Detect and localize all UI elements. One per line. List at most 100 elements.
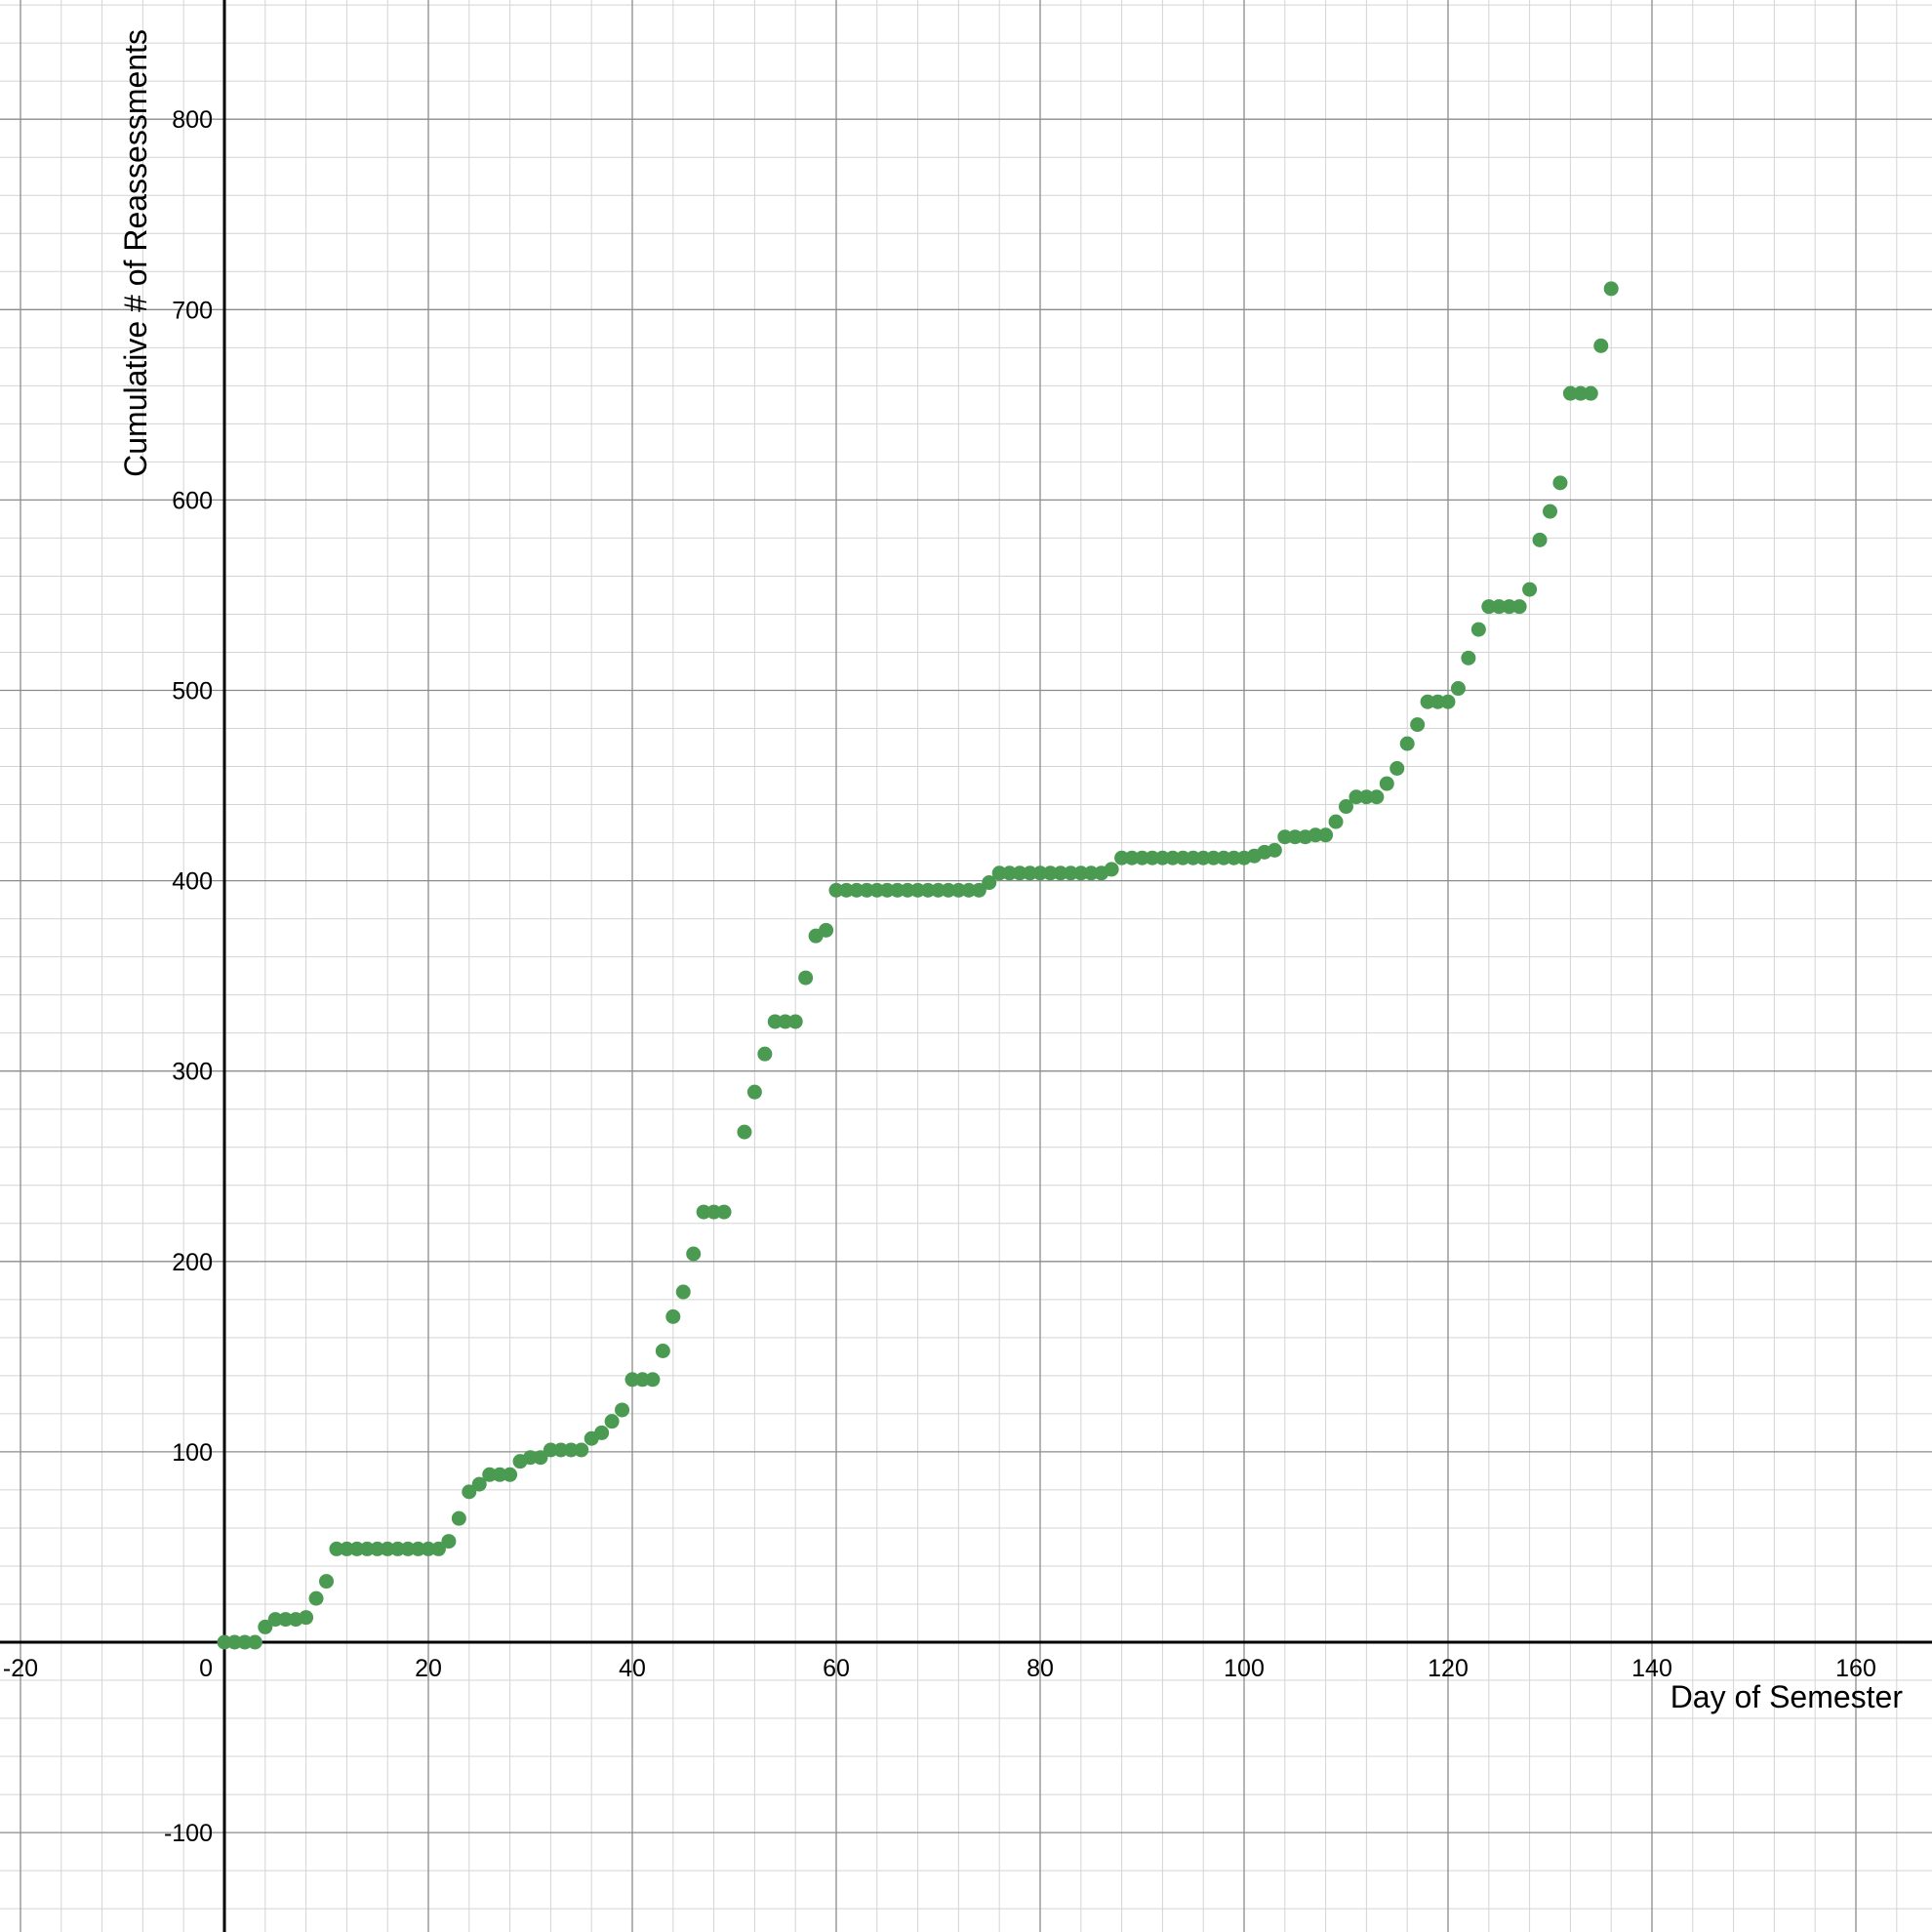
data-point xyxy=(503,1467,518,1482)
data-point xyxy=(828,882,844,898)
data-points xyxy=(217,281,1619,1650)
data-point xyxy=(267,1612,283,1628)
data-point xyxy=(1532,532,1548,547)
data-point xyxy=(1491,599,1507,615)
data-point xyxy=(1227,850,1242,865)
data-point xyxy=(675,1284,691,1300)
data-point xyxy=(910,882,926,898)
data-point xyxy=(757,1046,773,1062)
data-point xyxy=(1032,865,1048,881)
data-point xyxy=(1410,717,1426,733)
data-point xyxy=(247,1634,262,1650)
data-point xyxy=(604,1414,620,1429)
data-point xyxy=(787,1014,803,1029)
data-point xyxy=(1287,829,1303,845)
data-point xyxy=(349,1541,365,1556)
x-tick-label: 40 xyxy=(619,1655,646,1682)
data-point xyxy=(411,1541,426,1556)
y-tick-label: 200 xyxy=(172,1249,213,1276)
data-point xyxy=(319,1574,334,1590)
y-tick-label: 800 xyxy=(172,106,213,134)
data-point xyxy=(716,1204,732,1220)
x-tick-label: 80 xyxy=(1026,1655,1054,1682)
data-point xyxy=(1023,865,1038,881)
x-tick-label: 20 xyxy=(415,1655,442,1682)
data-point xyxy=(523,1450,538,1466)
data-point xyxy=(819,922,834,938)
data-point xyxy=(655,1343,670,1358)
tick-labels: -20 20 40 60 80 100 120 140 160 -100 100 200 300 400 5… xyxy=(3,106,1876,1847)
data-point xyxy=(1186,850,1201,865)
data-point xyxy=(1104,862,1119,877)
data-point xyxy=(1063,865,1078,881)
x-tick-label: 140 xyxy=(1631,1655,1672,1682)
data-point xyxy=(665,1308,681,1324)
data-point xyxy=(1083,865,1099,881)
y-tick-label: 700 xyxy=(172,297,213,324)
data-point xyxy=(1399,736,1415,751)
data-point xyxy=(226,1634,242,1650)
data-point xyxy=(686,1246,702,1262)
data-point xyxy=(1206,850,1222,865)
data-point xyxy=(1430,694,1446,709)
data-point xyxy=(400,1541,416,1556)
data-point xyxy=(1348,789,1364,805)
data-point xyxy=(299,1610,314,1626)
y-tick-label: 100 xyxy=(172,1439,213,1467)
data-point xyxy=(982,875,997,891)
data-point xyxy=(1583,385,1598,401)
data-point xyxy=(1522,582,1538,597)
y-tick-label: 400 xyxy=(172,868,213,896)
data-point xyxy=(900,882,915,898)
data-point xyxy=(563,1442,579,1458)
data-point xyxy=(1461,650,1476,665)
data-point xyxy=(370,1541,385,1556)
data-point xyxy=(278,1612,294,1628)
x-tick-label: 160 xyxy=(1835,1655,1876,1682)
data-point xyxy=(1318,827,1334,843)
data-point xyxy=(1389,760,1405,776)
data-point xyxy=(217,1634,232,1650)
data-point xyxy=(971,882,986,898)
data-point xyxy=(624,1372,640,1388)
data-point xyxy=(746,1084,762,1100)
data-point xyxy=(1358,789,1374,805)
data-point xyxy=(1053,865,1068,881)
data-point xyxy=(634,1372,650,1388)
data-point xyxy=(1573,385,1589,401)
data-point xyxy=(890,882,906,898)
data-point xyxy=(869,882,885,898)
data-point xyxy=(492,1467,507,1482)
data-point xyxy=(1145,850,1160,865)
x-tick-label: 120 xyxy=(1428,1655,1469,1682)
data-point xyxy=(849,882,865,898)
data-point xyxy=(258,1619,273,1634)
data-point xyxy=(1562,385,1578,401)
data-point xyxy=(991,865,1007,881)
data-point xyxy=(543,1442,558,1458)
data-point xyxy=(950,882,966,898)
data-point xyxy=(1012,865,1027,881)
data-point xyxy=(1440,694,1456,709)
data-point xyxy=(1195,850,1211,865)
data-point xyxy=(737,1124,752,1140)
y-tick-label: 600 xyxy=(172,487,213,514)
data-point xyxy=(462,1484,477,1500)
data-point xyxy=(441,1534,457,1550)
data-point xyxy=(1114,850,1130,865)
data-point xyxy=(308,1590,324,1606)
x-axis-title: Day of Semester xyxy=(1670,1679,1904,1714)
x-tick-label: 100 xyxy=(1224,1655,1265,1682)
data-point xyxy=(941,882,956,898)
data-point xyxy=(1481,599,1497,615)
data-point xyxy=(594,1425,610,1440)
data-point xyxy=(1543,503,1557,519)
data-point xyxy=(1328,814,1344,829)
data-point xyxy=(1002,865,1018,881)
data-point xyxy=(767,1014,783,1029)
data-point xyxy=(1470,622,1486,637)
data-point xyxy=(451,1510,466,1526)
